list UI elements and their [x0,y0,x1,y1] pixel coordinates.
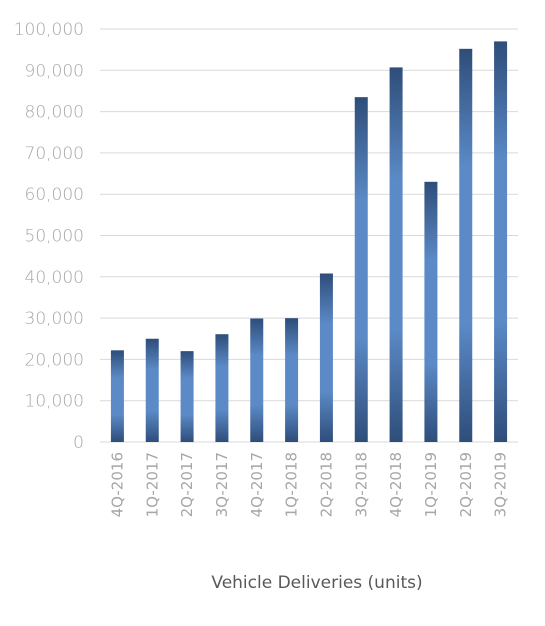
x-tick-label: 3Q-2019 [492,452,510,517]
y-tick-label: 20,000 [25,350,84,370]
x-tick-label: 1Q-2018 [283,452,301,517]
bar-2q-2019 [459,48,473,442]
x-tick-label: 2Q-2018 [317,452,335,517]
bar-4q-2018 [389,67,403,442]
x-tick-label: 4Q-2018 [387,452,405,517]
bar-3q-2019 [494,41,508,442]
x-tick-label: 3Q-2018 [352,452,370,517]
x-axis: 4Q-2016 1Q-2017 2Q-2017 3Q-2017 4Q-2017 1Q-20… [108,452,509,517]
bar-3q-2017 [215,334,229,442]
bar-4q-2016 [110,350,124,442]
y-tick-label: 50,000 [25,227,84,247]
bars [110,41,508,443]
x-tick-label: 3Q-2017 [213,452,231,517]
y-tick-label: 80,000 [25,103,84,123]
bar-4q-2017 [250,318,264,442]
y-tick-label: 70,000 [25,144,84,164]
grid [100,28,518,443]
bar-2q-2017 [180,351,194,442]
y-axis: 0 10,000 20,000 30,000 40,000 50,000 60,000 70,… [14,20,84,453]
bar-1q-2017 [145,338,159,442]
bar-2q-2018 [319,273,333,442]
y-tick-label: 40,000 [25,268,84,288]
y-tick-label: 60,000 [25,185,84,205]
bar-3q-2018 [354,97,368,443]
x-tick-label: 2Q-2019 [457,452,475,517]
x-axis-label: Vehicle Deliveries (units) [211,573,422,593]
x-tick-label: 2Q-2017 [178,452,196,517]
bar-1q-2018 [285,318,299,442]
y-tick-label: 100,000 [14,20,84,40]
y-tick-label: 30,000 [25,309,84,329]
x-tick-label: 1Q-2019 [422,452,440,517]
y-tick-label: 90,000 [25,61,84,81]
x-tick-label: 4Q-2017 [248,452,266,517]
x-tick-label: 4Q-2016 [108,452,126,517]
bar-1q-2019 [424,181,438,442]
x-tick-label: 1Q-2017 [143,452,161,517]
y-tick-label: 10,000 [25,392,84,412]
y-tick-label: 0 [73,433,84,453]
